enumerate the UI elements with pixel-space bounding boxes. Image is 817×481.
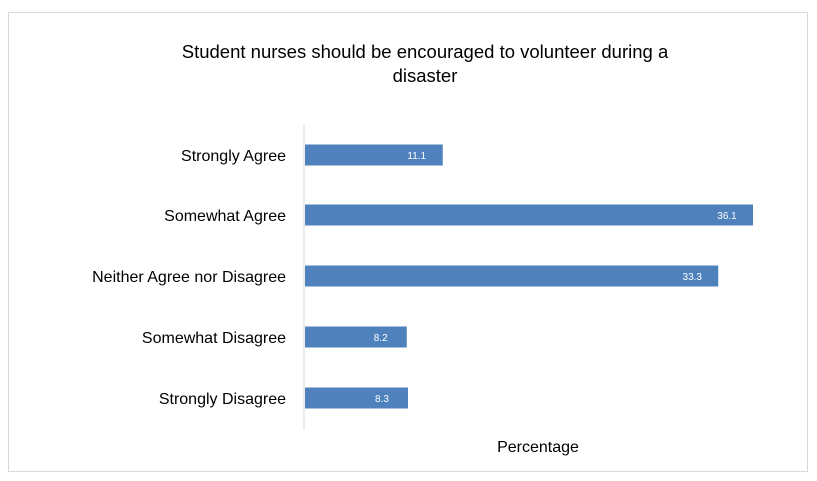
- bar: [305, 204, 753, 226]
- category-label: Strongly Disagree: [159, 391, 286, 408]
- bar: [305, 326, 407, 348]
- x-axis-title: Percentage: [497, 439, 579, 456]
- bar-value-label: 33.3: [683, 272, 703, 283]
- category-label: Strongly Agree: [181, 148, 286, 165]
- chart-title-line-2: disaster: [393, 65, 458, 86]
- bar-value-label: 8.3: [375, 394, 389, 405]
- category-label: Neither Agree nor Disagree: [92, 269, 286, 286]
- category-label: Somewhat Disagree: [142, 330, 286, 347]
- chart-title-line-1: Student nurses should be encouraged to v…: [182, 41, 669, 62]
- bars-group: Strongly Agree 11.1 Somewhat Agree 36.1 Neit…: [92, 144, 753, 409]
- bar-value-label: 36.1: [717, 211, 737, 222]
- bar: [305, 144, 443, 166]
- bar: [305, 265, 719, 287]
- category-label: Somewhat Agree: [164, 208, 286, 225]
- bar-value-label: 11.1: [407, 151, 426, 162]
- bar: [305, 387, 409, 409]
- bar-value-label: 8.2: [374, 333, 388, 344]
